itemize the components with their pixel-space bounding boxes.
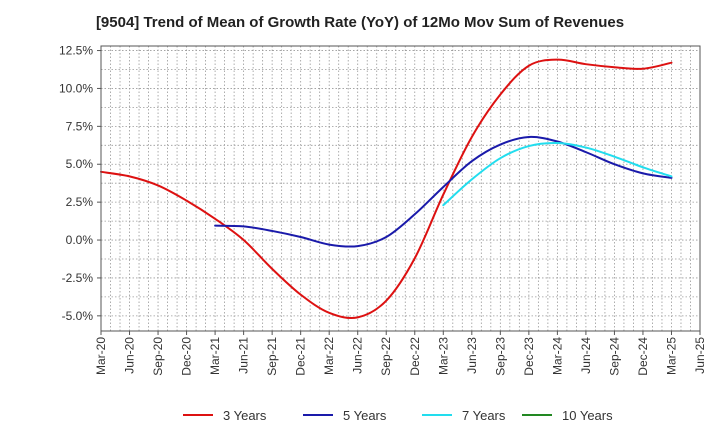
x-tick-label: Sep-20 — [151, 337, 165, 376]
y-tick-label: 7.5% — [66, 119, 94, 133]
x-tick-label: Dec-23 — [522, 337, 536, 376]
x-tick-label: Mar-23 — [436, 337, 450, 375]
x-tick-label: Mar-20 — [94, 337, 108, 375]
y-tick-label: 0.0% — [66, 233, 94, 247]
x-tick-label: Dec-21 — [294, 337, 308, 376]
y-tick-label: 10.0% — [59, 81, 93, 95]
x-tick-label: Mar-25 — [664, 337, 678, 375]
x-tick-label: Mar-22 — [322, 337, 336, 375]
x-tick-label: Sep-22 — [379, 337, 393, 376]
y-tick-label: -5.0% — [62, 309, 94, 323]
y-tick-label: 2.5% — [66, 195, 94, 209]
series-line-5-years — [214, 135, 673, 248]
x-tick-label: Dec-24 — [636, 337, 650, 376]
x-tick-label: Jun-21 — [237, 337, 251, 374]
x-tick-label: Jun-22 — [351, 337, 365, 374]
y-tick-label: 12.5% — [59, 44, 93, 58]
series-line-7-years — [442, 141, 673, 207]
x-tick-label: Jun-23 — [465, 337, 479, 374]
x-tick-label: Sep-21 — [265, 337, 279, 376]
x-tick-label: Sep-23 — [493, 337, 507, 376]
legend-label-3-years: 3 Years — [223, 408, 267, 423]
x-tick-label: Jun-25 — [693, 337, 707, 374]
x-tick-label: Jun-20 — [123, 337, 137, 374]
legend-label-5-years: 5 Years — [343, 408, 387, 423]
series-line-3-years — [100, 58, 673, 320]
legend-label-7-years: 7 Years — [462, 408, 506, 423]
chart-title: [9504] Trend of Mean of Growth Rate (YoY… — [95, 14, 625, 31]
x-tick-label: Dec-20 — [180, 337, 194, 376]
x-tick-label: Jun-24 — [579, 337, 593, 374]
x-tick-label: Dec-22 — [408, 337, 422, 376]
plot-area-frame — [100, 45, 701, 332]
legend-label-10-years: 10 Years — [562, 408, 613, 423]
x-tick-label: Mar-21 — [208, 337, 222, 375]
x-tick-label: Mar-24 — [550, 337, 564, 375]
y-tick-label: 5.0% — [66, 157, 94, 171]
x-tick-label: Sep-24 — [607, 337, 621, 376]
y-tick-label: -2.5% — [62, 271, 94, 285]
